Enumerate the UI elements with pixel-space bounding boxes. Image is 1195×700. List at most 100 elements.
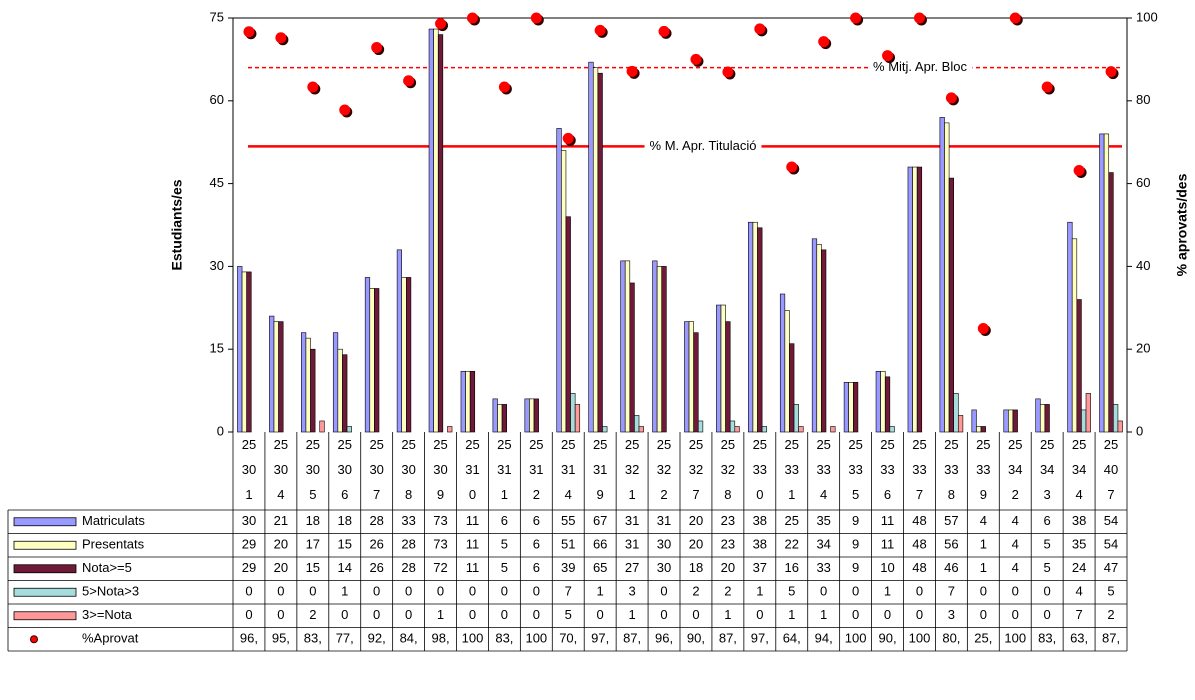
table-cell: 7 [948,584,955,599]
table-cell: 0 [373,607,380,622]
bar [761,426,768,433]
dot [913,12,925,24]
bar [652,260,658,433]
table-cell: 3 [948,607,955,622]
table-cell: 0 [245,607,252,622]
bar [597,72,603,433]
table-cell: 1 [341,584,348,599]
legend-label: 3>=Nota [82,607,133,622]
dot [786,161,798,173]
reference-label-bg [868,58,973,76]
table-cell: 5 [788,584,795,599]
x-tick-label: 25 31 9 [593,437,607,502]
table-cell: 5 [1107,584,1114,599]
table-cell: 2 [309,607,316,622]
bar [241,271,247,433]
table-cell: 100 [462,631,484,646]
table-cell: 5 [1044,560,1051,575]
bar [465,370,471,433]
table-cell: 4 [1075,584,1082,599]
bar [848,382,854,433]
x-tick-label: 25 31 4 [561,437,575,502]
legend-swatch [13,517,77,527]
legend-label: Presentats [82,537,145,552]
table-cell: 39 [561,560,575,575]
bar [734,426,740,433]
bar [779,293,786,433]
dot [1009,12,1021,24]
table-cell: 11 [466,513,480,528]
bar [624,260,631,433]
x-tick-label: 25 34 3 [1040,437,1054,502]
table-cell: 90, [878,631,896,646]
x-tick-label: 25 30 8 [401,437,415,502]
bar [401,277,407,433]
table-cell: 0 [820,584,827,599]
bar [533,398,539,433]
table-cell: 33 [401,513,415,528]
x-tick-label: 25 30 1 [242,437,256,502]
bar [246,271,252,433]
table-cell: 10 [880,560,894,575]
dot [754,23,766,35]
table-cell: 0 [916,584,923,599]
reference-label: % Mitj. Apr. Bloc [873,59,967,74]
bar [638,426,644,433]
table-cell: 0 [501,584,508,599]
bar [912,166,918,433]
x-tick-label: 25 40 7 [1104,437,1118,502]
y-tick-label: 0 [217,423,224,438]
bar [661,266,667,433]
table-cell: 70, [559,631,577,646]
table-cell: 23 [721,537,735,552]
bar [693,332,699,433]
bar [884,376,891,433]
bar [880,370,886,433]
dot [1073,165,1085,177]
bar [460,370,466,433]
table-cell: 5 [501,560,508,575]
table-cell: 30 [242,513,256,528]
dot [275,32,287,44]
table-cell: 26 [369,537,383,552]
dot [435,18,447,30]
table-cell: 97, [751,631,769,646]
table-cell: 0 [405,584,412,599]
table-cell: 1 [980,537,987,552]
x-tick-label: 25 32 8 [721,437,735,502]
table-cell: 11 [466,537,480,552]
table-cell: 0 [884,607,891,622]
table-cell: 0 [1044,607,1051,622]
bar [816,244,822,433]
dot [371,42,383,54]
table-cell: 17 [306,537,320,552]
table-cell: 22 [785,537,799,552]
table-cell: 20 [689,513,703,528]
table-cell: 83, [304,631,322,646]
bar [716,304,722,433]
y2-tick-label: 0 [1136,423,1143,438]
table-cell: 96, [240,631,258,646]
table-cell: 35 [816,513,830,528]
table-cell: 9 [852,513,859,528]
bar [843,382,850,433]
bar [811,238,818,433]
table-cell: 0 [469,584,476,599]
bar [944,122,950,433]
table-cell: 6 [533,513,540,528]
table-cell: 31 [625,513,639,528]
dot [626,65,638,77]
table-cell: 47 [1104,560,1118,575]
table-cell: 6 [1044,513,1051,528]
table-cell: 55 [561,513,575,528]
table-cell: 0 [660,607,667,622]
table-cell: 1 [788,607,795,622]
bar [752,221,758,433]
table-cell: 98, [431,631,449,646]
table-cell: 46 [944,560,958,575]
table-cell: 84, [400,631,418,646]
x-tick-label: 25 33 4 [816,437,830,502]
bar [342,354,348,433]
table-cell: 0 [501,607,508,622]
table-cell: 6 [501,513,508,528]
